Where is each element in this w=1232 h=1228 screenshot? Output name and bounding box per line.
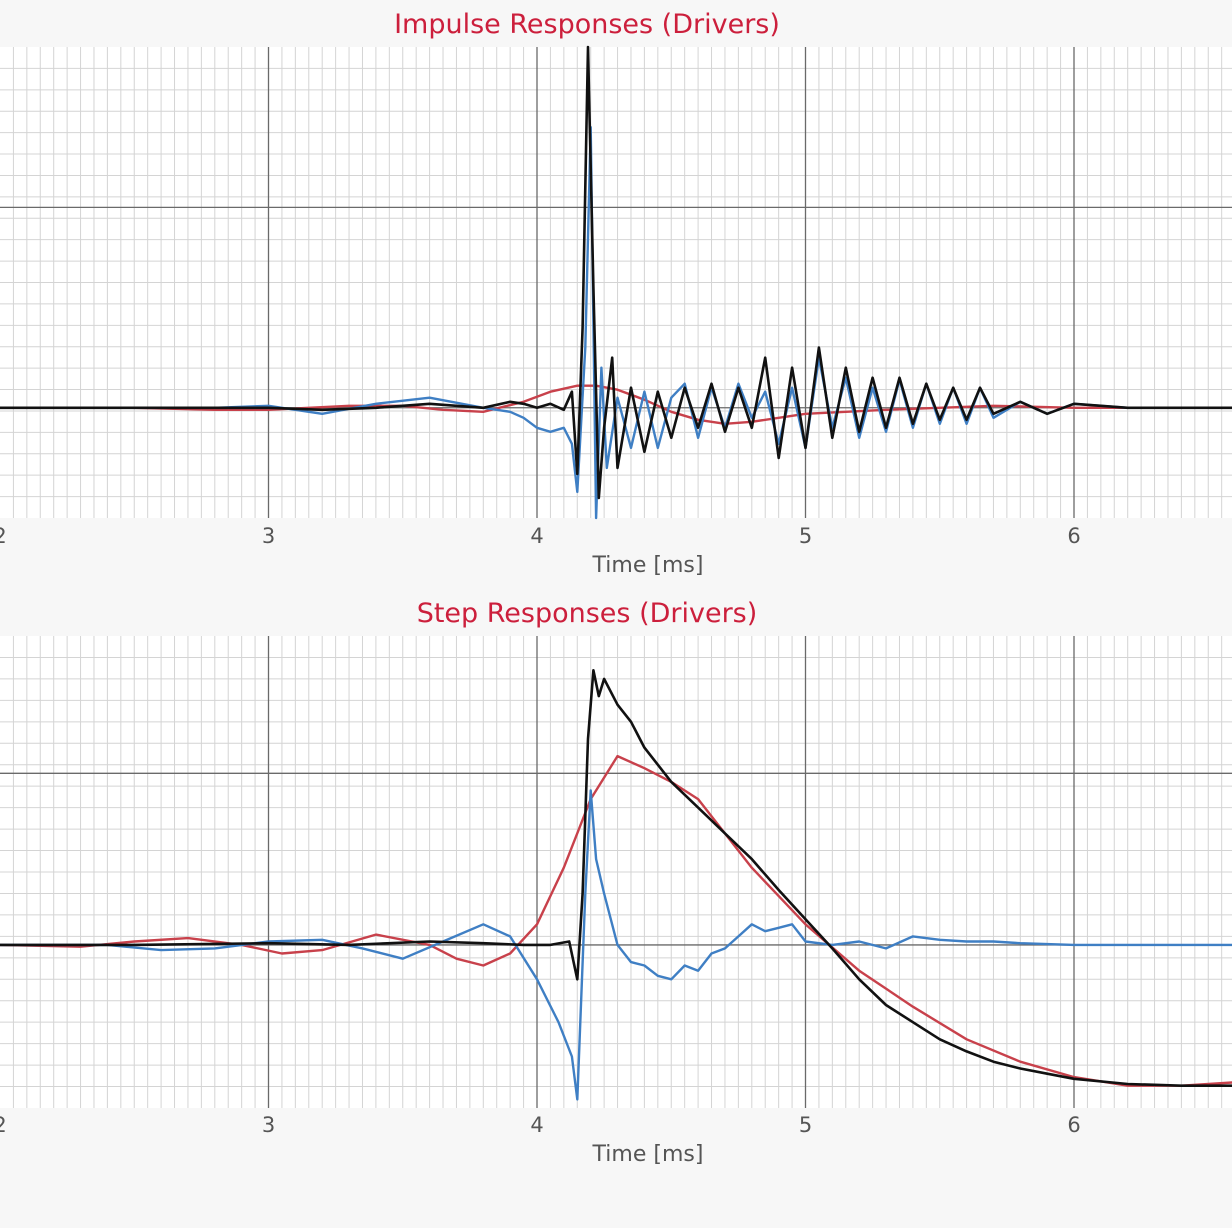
impulse-series-lines [0,45,1232,520]
impulse-x-axis-label: Time [ms] [592,553,704,578]
step-x-tick-label: 4 [530,1113,543,1137]
step-x-axis-label: Time [ms] [592,1142,704,1167]
step-series-line-1 [0,754,1232,1087]
step-x-tick-label: 6 [1067,1113,1080,1137]
step-x-ticks: 2 3 4 5 6 [0,1113,1081,1137]
step-grid [0,636,1232,1108]
step-series-line-2 [0,789,1232,1101]
impulse-chart-title: Impulse Responses (Drivers) [394,9,780,40]
step-response-chart: 2 3 4 5 6 Step Responses (Drivers) Time [ms] [0,598,1232,1167]
step-series-line-3 [0,668,1232,1087]
impulse-x-tick-label: 2 [0,524,7,548]
impulse-response-chart: 2 3 4 5 6 Impulse Responses (Drivers) Time [… [0,9,1232,578]
step-x-tick-label: 2 [0,1113,7,1137]
impulse-x-tick-label: 5 [799,524,812,548]
impulse-x-ticks: 2 3 4 5 6 [0,524,1081,548]
step-x-tick-label: 5 [799,1113,812,1137]
impulse-grid [0,47,1232,518]
impulse-x-tick-label: 3 [262,524,275,548]
impulse-x-tick-label: 6 [1067,524,1080,548]
step-chart-title: Step Responses (Drivers) [417,598,758,629]
step-series-lines [0,668,1232,1101]
impulse-series-line-3 [0,45,1232,500]
step-x-tick-label: 3 [262,1113,275,1137]
impulse-x-tick-label: 4 [530,524,543,548]
